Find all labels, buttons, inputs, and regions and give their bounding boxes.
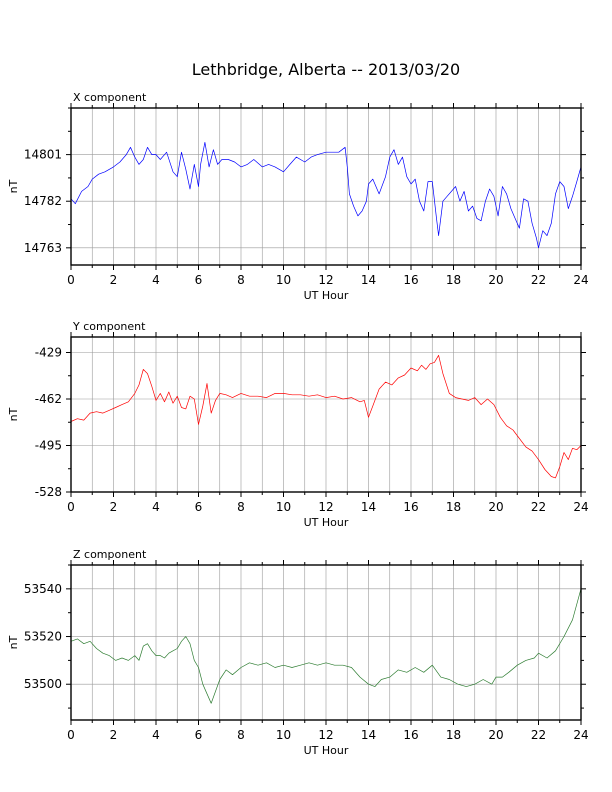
z-x-tick-label: 2	[110, 728, 118, 742]
z-y-tick-label: 53500	[24, 677, 62, 691]
z-x-tick-label: 12	[318, 728, 333, 742]
z-x-tick-label: 22	[531, 728, 546, 742]
y-x-tick-label: 6	[195, 500, 203, 514]
y-x-tick-label: 4	[152, 500, 160, 514]
z-x-tick-label: 0	[67, 728, 75, 742]
z-x-tick-label: 8	[237, 728, 245, 742]
x-x-tick-label: 2	[110, 273, 118, 287]
y-x-tick-label: 16	[403, 500, 418, 514]
z-x-axis-label: UT Hour	[304, 744, 349, 757]
x-x-tick-label: 22	[531, 273, 546, 287]
y-y-tick-label: -462	[35, 392, 62, 406]
x-series-line	[70, 141, 582, 249]
z-y-axis-label: nT	[7, 635, 20, 649]
z-x-tick-label: 14	[361, 728, 376, 742]
z-y-tick-label: 53520	[24, 630, 62, 644]
y-x-tick-label: 12	[318, 500, 333, 514]
y-x-tick-label: 14	[361, 500, 376, 514]
x-x-tick-label: 24	[573, 273, 588, 287]
figure-title: Lethbridge, Alberta -- 2013/03/20	[192, 60, 460, 79]
y-series-line	[70, 354, 582, 479]
y-x-tick-label: 18	[446, 500, 461, 514]
x-x-axis-label: UT Hour	[304, 289, 349, 302]
x-panel-title: X component	[73, 91, 147, 104]
z-panel-title: Z component	[73, 548, 147, 561]
x-x-tick-label: 12	[318, 273, 333, 287]
z-x-tick-label: 24	[573, 728, 588, 742]
y-y-axis-label: nT	[7, 407, 20, 421]
y-x-tick-label: 24	[573, 500, 588, 514]
y-x-tick-label: 2	[110, 500, 118, 514]
y-x-tick-label: 8	[237, 500, 245, 514]
x-x-tick-label: 0	[67, 273, 75, 287]
x-y-axis-label: nT	[7, 179, 20, 193]
x-y-tick-label: 14763	[24, 241, 62, 255]
z-x-tick-label: 16	[403, 728, 418, 742]
y-panel-title: Y component	[72, 320, 146, 333]
y-x-tick-label: 0	[67, 500, 75, 514]
x-x-tick-label: 10	[276, 273, 291, 287]
z-series-line	[70, 588, 582, 704]
z-x-tick-label: 10	[276, 728, 291, 742]
x-x-tick-label: 6	[195, 273, 203, 287]
y-x-axis-label: UT Hour	[304, 516, 349, 529]
x-x-tick-label: 8	[237, 273, 245, 287]
y-x-tick-label: 22	[531, 500, 546, 514]
z-x-tick-label: 4	[152, 728, 160, 742]
x-x-tick-label: 20	[488, 273, 503, 287]
y-y-tick-label: -429	[35, 346, 62, 360]
y-y-tick-label: -528	[35, 485, 62, 499]
z-x-tick-label: 20	[488, 728, 503, 742]
z-x-tick-label: 18	[446, 728, 461, 742]
x-x-tick-label: 18	[446, 273, 461, 287]
y-x-tick-label: 10	[276, 500, 291, 514]
x-x-tick-label: 4	[152, 273, 160, 287]
z-x-tick-label: 6	[195, 728, 203, 742]
y-x-tick-label: 20	[488, 500, 503, 514]
z-y-tick-label: 53540	[24, 582, 62, 596]
y-y-tick-label: -495	[35, 439, 62, 453]
x-x-tick-label: 16	[403, 273, 418, 287]
x-y-tick-label: 14782	[24, 194, 62, 208]
x-x-tick-label: 14	[361, 273, 376, 287]
x-y-tick-label: 14801	[24, 148, 62, 162]
